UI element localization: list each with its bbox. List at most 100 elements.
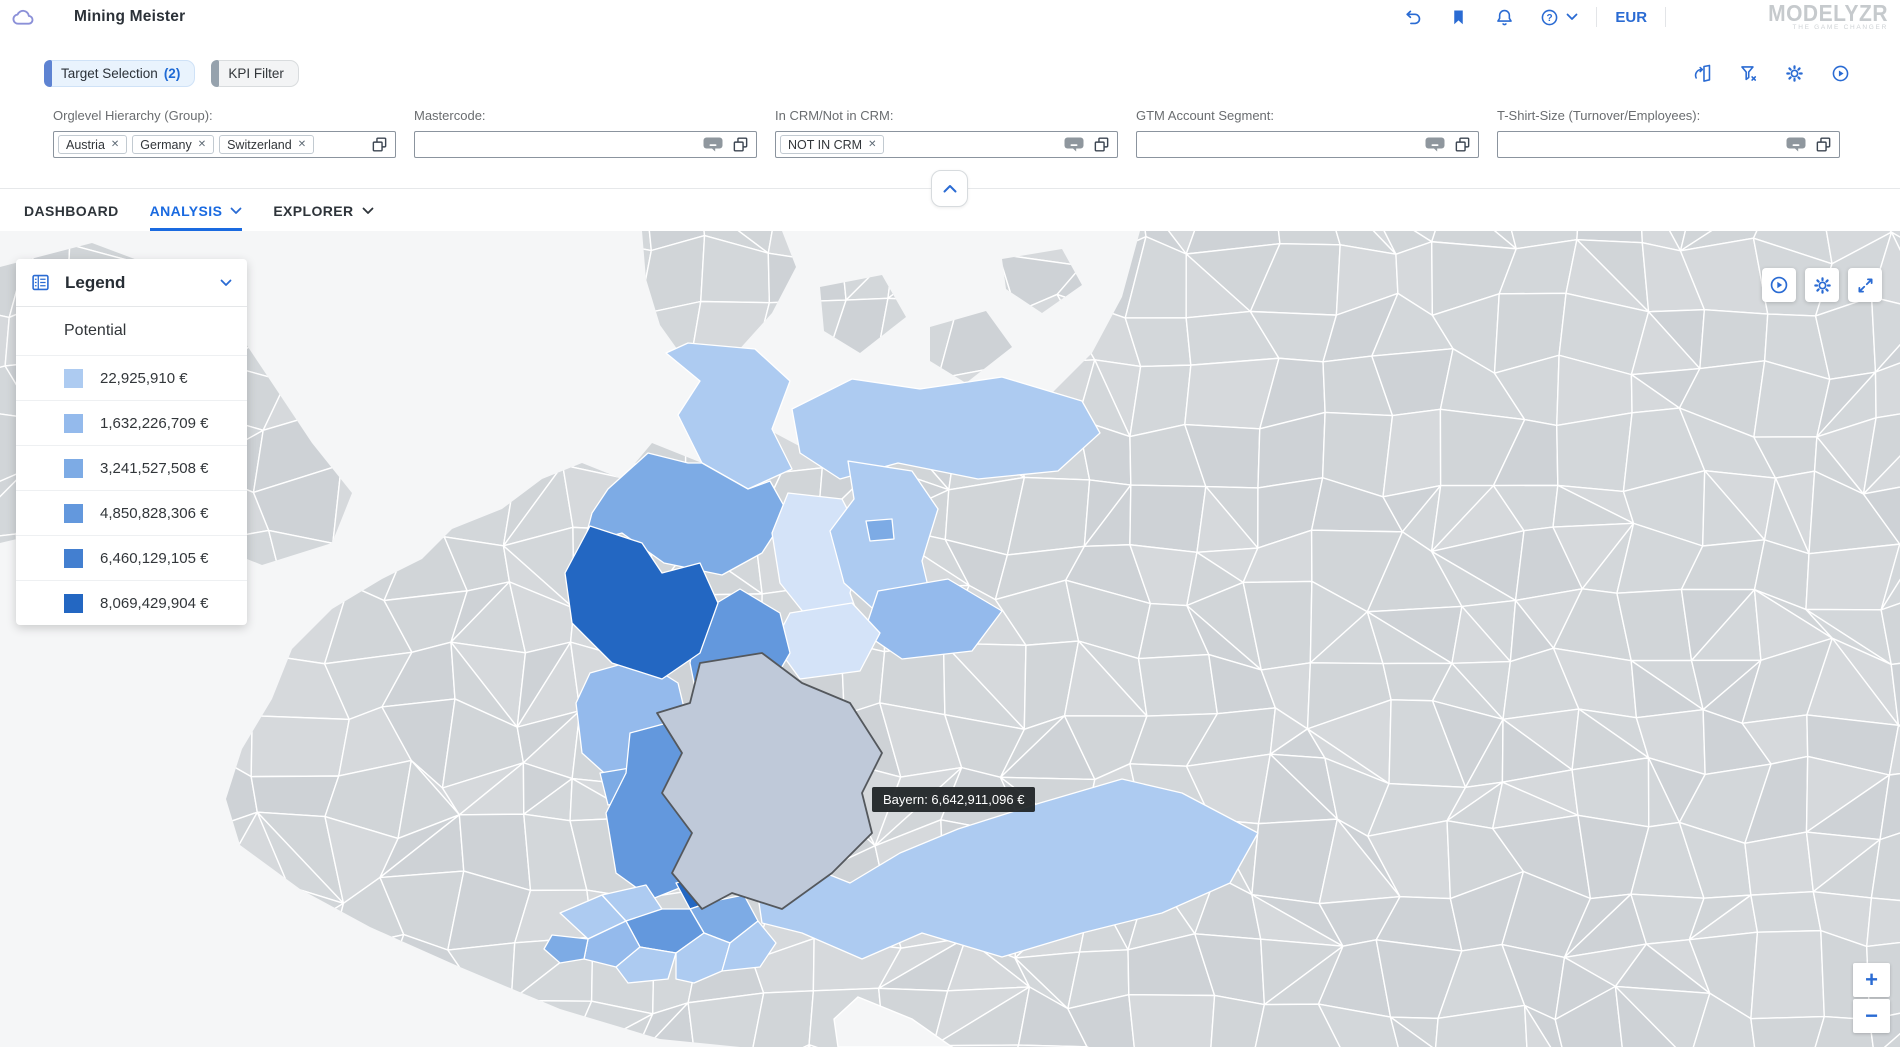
legend-value: 1,632,226,709 € bbox=[100, 414, 209, 432]
map-canvas[interactable] bbox=[0, 231, 1900, 1047]
legend-entry: 22,925,910 € bbox=[16, 355, 247, 400]
filter-input[interactable] bbox=[414, 131, 757, 158]
legend-value: 8,069,429,904 € bbox=[100, 594, 209, 612]
zoom-in-button[interactable]: + bbox=[1853, 963, 1890, 997]
filter-input[interactable]: NOT IN CRM ✕ bbox=[775, 131, 1118, 158]
filter-label: Orglevel Hierarchy (Group): bbox=[53, 108, 213, 123]
legend-swatch bbox=[64, 548, 83, 568]
tag-label: NOT IN CRM bbox=[788, 137, 863, 152]
reset-icon[interactable] bbox=[1692, 64, 1712, 84]
settings-icon[interactable] bbox=[1784, 64, 1804, 84]
chevron-down-icon bbox=[230, 207, 242, 215]
filter-label: GTM Account Segment: bbox=[1136, 108, 1275, 123]
legend-swatch bbox=[64, 368, 83, 388]
logo-text: MODELYZR bbox=[1768, 0, 1888, 27]
value-help-icon[interactable] bbox=[703, 137, 723, 152]
undo-icon[interactable] bbox=[1402, 7, 1422, 27]
region-austria[interactable] bbox=[755, 778, 1259, 960]
tab-explorer[interactable]: EXPLORER bbox=[273, 203, 373, 231]
cloud-icon[interactable] bbox=[10, 7, 36, 27]
filter-tag[interactable]: Switzerland ✕ bbox=[219, 135, 315, 154]
svg-text:?: ? bbox=[1547, 12, 1553, 23]
collapse-filters-button[interactable] bbox=[931, 170, 968, 207]
map-tooltip: Bayern: 6,642,911,096 € bbox=[872, 787, 1036, 812]
legend-swatch bbox=[64, 413, 83, 433]
legend-value: 22,925,910 € bbox=[100, 369, 188, 387]
map-zoom-control: + − bbox=[1853, 963, 1890, 1033]
filter-tag[interactable]: Austria ✕ bbox=[58, 135, 128, 154]
copy-icon[interactable] bbox=[732, 136, 749, 153]
tab-label: EXPLORER bbox=[273, 203, 354, 219]
app-header: Mining Meister ? EUR MODELYZR THE GAME C… bbox=[0, 0, 1900, 34]
chevron-down-icon[interactable] bbox=[220, 279, 232, 287]
legend-title: Legend bbox=[65, 272, 126, 292]
currency-selector[interactable]: EUR bbox=[1615, 8, 1648, 26]
tag-label: Germany bbox=[140, 137, 192, 152]
legend-value: 4,850,828,306 € bbox=[100, 504, 209, 522]
filter-field: GTM Account Segment: bbox=[1136, 108, 1479, 158]
filter-fields-row: Orglevel Hierarchy (Group): Austria ✕ Germ… bbox=[0, 108, 1900, 158]
region-nordrhein-westfalen[interactable] bbox=[564, 525, 719, 680]
legend-swatch bbox=[64, 458, 83, 478]
filter-input[interactable] bbox=[1497, 131, 1840, 158]
filter-tag[interactable]: Germany ✕ bbox=[132, 135, 215, 154]
chevron-down-icon bbox=[362, 207, 374, 215]
filter-label: T-Shirt-Size (Turnover/Employees): bbox=[1497, 108, 1701, 123]
filter-toolbar: Target Selection (2) KPI Filter bbox=[0, 60, 1900, 87]
help-menu[interactable]: ? bbox=[1540, 8, 1578, 27]
filter-field: In CRM/Not in CRM: NOT IN CRM ✕ bbox=[775, 108, 1118, 158]
choropleth-map[interactable]: Legend Potential 22,925,910 € 1,632,226,… bbox=[0, 231, 1900, 1047]
filter-tag[interactable]: NOT IN CRM ✕ bbox=[780, 135, 885, 154]
logo-tagline: THE GAME CHANGER bbox=[1792, 23, 1888, 31]
region-berlin[interactable] bbox=[865, 518, 895, 542]
chevron-down-icon bbox=[1566, 13, 1578, 21]
fullscreen-icon-button[interactable] bbox=[1848, 268, 1882, 302]
region-bayern-hover[interactable] bbox=[656, 652, 883, 910]
filter-label: In CRM/Not in CRM: bbox=[775, 108, 894, 123]
zoom-out-button[interactable]: − bbox=[1853, 999, 1890, 1033]
pill-label: KPI Filter bbox=[228, 66, 284, 81]
copy-icon[interactable] bbox=[1093, 136, 1110, 153]
divider bbox=[1596, 7, 1598, 27]
filter-label: Mastercode: bbox=[414, 108, 486, 123]
copy-icon[interactable] bbox=[1454, 136, 1471, 153]
region-mecklenburg[interactable] bbox=[791, 376, 1101, 480]
filter-field: Mastercode: bbox=[414, 108, 757, 158]
value-help-icon[interactable] bbox=[1064, 137, 1084, 152]
tab-dashboard[interactable]: DASHBOARD bbox=[24, 203, 119, 231]
filter-input[interactable]: Austria ✕ Germany ✕ Switzerland ✕ bbox=[53, 131, 396, 158]
legend-entry: 6,460,129,105 € bbox=[16, 535, 247, 580]
region-canton[interactable] bbox=[543, 934, 589, 964]
value-help-icon[interactable] bbox=[1786, 137, 1806, 152]
legend-value: 6,460,129,105 € bbox=[100, 549, 209, 567]
bell-icon[interactable] bbox=[1494, 7, 1514, 27]
legend-panel: Legend Potential 22,925,910 € 1,632,226,… bbox=[16, 259, 247, 625]
clear-filter-icon[interactable] bbox=[1738, 64, 1758, 84]
copy-icon[interactable] bbox=[371, 136, 388, 153]
region-canton[interactable] bbox=[721, 920, 777, 972]
filter-section-divider bbox=[0, 158, 1900, 207]
remove-tag-icon[interactable]: ✕ bbox=[297, 139, 307, 150]
region-canton[interactable] bbox=[615, 946, 677, 984]
copy-icon[interactable] bbox=[1815, 136, 1832, 153]
filter-field: Orglevel Hierarchy (Group): Austria ✕ Germ… bbox=[53, 108, 396, 158]
play-icon-button[interactable] bbox=[1762, 268, 1796, 302]
legend-entry: 3,241,527,508 € bbox=[16, 445, 247, 490]
value-help-icon[interactable] bbox=[1425, 137, 1445, 152]
run-icon[interactable] bbox=[1830, 64, 1850, 84]
legend-swatch bbox=[64, 593, 83, 613]
remove-tag-icon[interactable]: ✕ bbox=[868, 139, 877, 150]
tab-analysis[interactable]: ANALYSIS bbox=[149, 203, 243, 231]
filter-input[interactable] bbox=[1136, 131, 1479, 158]
legend-value: 3,241,527,508 € bbox=[100, 459, 209, 477]
remove-tag-icon[interactable]: ✕ bbox=[110, 139, 120, 150]
help-icon: ? bbox=[1540, 8, 1559, 27]
view-tabs: DASHBOARD ANALYSIS EXPLORER bbox=[0, 189, 1900, 231]
legend-header[interactable]: Legend bbox=[16, 259, 247, 306]
target-selection-button[interactable]: Target Selection (2) bbox=[44, 60, 196, 87]
bookmark-icon[interactable] bbox=[1448, 7, 1468, 27]
settings-icon-button[interactable] bbox=[1805, 268, 1839, 302]
legend-measure: Potential bbox=[16, 306, 247, 355]
remove-tag-icon[interactable]: ✕ bbox=[197, 139, 207, 150]
kpi-filter-button[interactable]: KPI Filter bbox=[211, 60, 299, 87]
